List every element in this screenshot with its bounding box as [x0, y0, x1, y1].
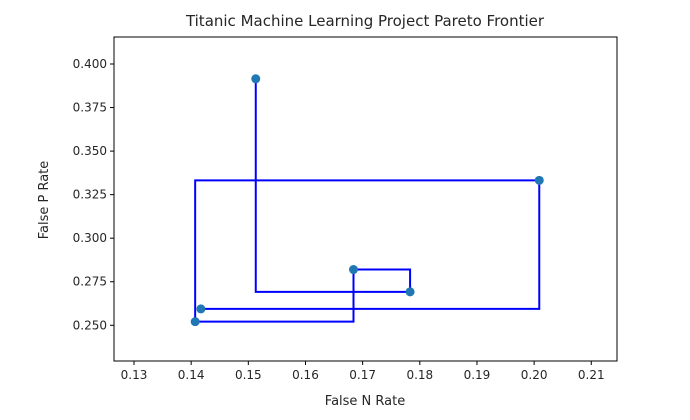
chart-title: Titanic Machine Learning Project Pareto … [185, 12, 545, 30]
y-tick-label: 0.250 [73, 318, 107, 332]
data-point [251, 74, 261, 84]
y-tick-label: 0.350 [73, 144, 107, 158]
data-point [190, 317, 200, 327]
x-tick-label: 0.17 [349, 368, 376, 382]
y-tick-label: 0.325 [73, 188, 107, 202]
data-point [196, 304, 206, 314]
x-tick-label: 0.18 [406, 368, 433, 382]
data-points [190, 74, 544, 327]
y-tick-label: 0.400 [73, 57, 107, 71]
x-tick-label: 0.15 [235, 368, 262, 382]
x-tick-label: 0.21 [578, 368, 605, 382]
x-axis-ticks: 0.13 0.14 0.15 0.16 0.17 0.18 0.19 0.20 0.21 [121, 361, 605, 382]
y-tick-label: 0.375 [73, 101, 107, 115]
data-point [348, 265, 358, 275]
data-point [405, 287, 415, 297]
plot-frame [113, 36, 618, 362]
y-tick-label: 0.300 [73, 231, 107, 245]
y-axis-ticks: 0.250 0.275 0.300 0.325 0.350 0.375 0.400 [73, 57, 114, 332]
x-tick-label: 0.13 [121, 368, 148, 382]
x-tick-label: 0.16 [292, 368, 319, 382]
data-point [534, 175, 544, 185]
pareto-step-line [194, 78, 541, 323]
y-tick-label: 0.275 [73, 275, 107, 289]
x-tick-label: 0.14 [178, 368, 205, 382]
x-axis-label: False N Rate [325, 394, 405, 409]
x-tick-label: 0.19 [464, 368, 491, 382]
y-axis-label: False P Rate [37, 161, 52, 240]
x-tick-label: 0.20 [521, 368, 548, 382]
